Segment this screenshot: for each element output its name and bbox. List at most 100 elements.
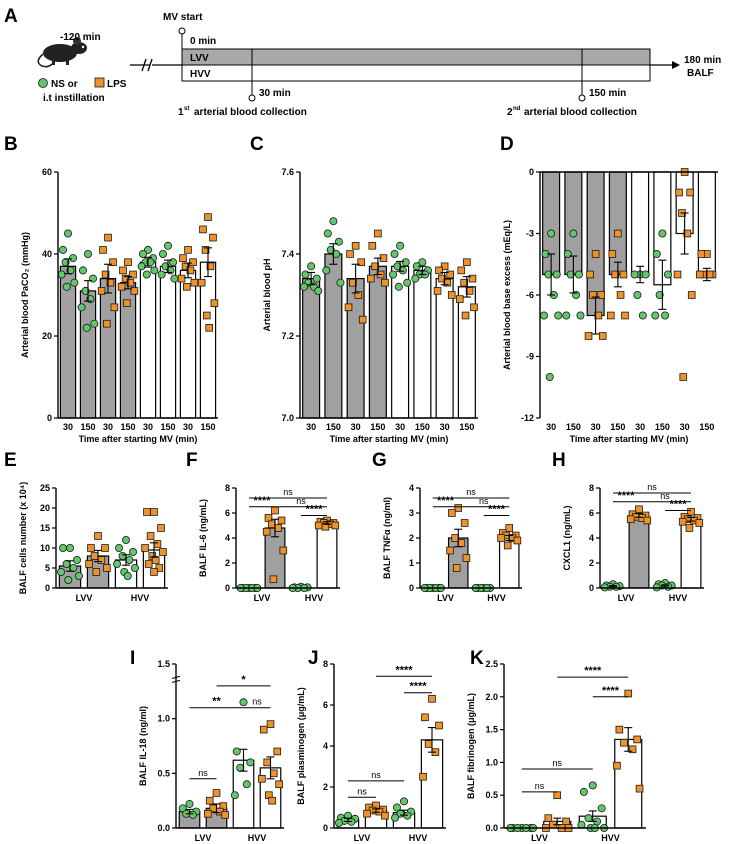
- point-lps: [695, 519, 704, 527]
- bar-b-5: [159, 265, 177, 419]
- point-ns: [390, 249, 399, 258]
- point-ns: [392, 803, 401, 812]
- x-group-label: LVV: [437, 593, 454, 603]
- point-ns: [323, 229, 332, 238]
- point-lps: [155, 564, 164, 572]
- x-tick-label: 150: [326, 422, 341, 432]
- point-ns: [633, 290, 642, 299]
- y-tick-label: 7.2: [281, 331, 294, 341]
- point-ns: [64, 229, 73, 238]
- axis-break-mark-1: [141, 58, 147, 72]
- x-tick-label: 30: [546, 422, 556, 432]
- y-tick-label: 0: [409, 583, 414, 593]
- point-lps: [205, 796, 214, 805]
- y-tick-label: 7.6: [281, 167, 294, 177]
- point-lps: [687, 291, 696, 299]
- timeline-panel: A -120 min NS or LPS i.t instillation LV…: [4, 6, 721, 118]
- point-lps: [124, 258, 132, 266]
- legend-lps-marker: [94, 77, 105, 88]
- point-lps: [620, 738, 628, 747]
- point-lps: [562, 817, 570, 826]
- point-lps: [144, 560, 153, 568]
- point-lps: [266, 720, 275, 728]
- point-lps: [635, 784, 644, 793]
- point-lps: [264, 514, 273, 522]
- point-lps: [210, 299, 219, 307]
- significance-label: ns: [283, 487, 293, 497]
- first-collection-num: 1: [178, 107, 184, 118]
- point-lps: [146, 532, 155, 540]
- point-ns: [62, 282, 71, 291]
- point-lps: [705, 270, 714, 279]
- point-lps: [97, 287, 106, 295]
- legend-lps-text: LPS: [107, 79, 127, 90]
- x-tick-label: 150: [80, 422, 95, 432]
- point-ns: [658, 229, 667, 238]
- point-lps: [153, 540, 162, 548]
- y-tick-label: 0: [45, 583, 50, 593]
- point-lps: [197, 278, 206, 287]
- significance-label: **: [212, 696, 221, 708]
- lvv-label: LVV: [190, 53, 209, 64]
- x-tick-label: 150: [655, 422, 670, 432]
- hvv-label: HVV: [190, 69, 211, 80]
- point-ns: [158, 249, 167, 258]
- point-ns: [655, 290, 664, 299]
- y-tick-label: 0: [225, 583, 230, 593]
- point-lps: [606, 311, 615, 320]
- x-tick-label: 30: [591, 422, 601, 432]
- point-lps: [446, 546, 454, 555]
- panel-label-d: D: [500, 134, 514, 155]
- point-lps: [101, 270, 110, 279]
- point-ns: [246, 758, 255, 767]
- x-tick-label: 30: [680, 422, 690, 432]
- y-tick-label: 15: [40, 523, 50, 533]
- y-tick-label: 1: [409, 558, 414, 568]
- point-lps: [447, 291, 456, 299]
- point-lps: [503, 541, 512, 550]
- point-ns: [579, 787, 588, 796]
- significance-label: ns: [660, 491, 670, 501]
- x-tick-label: 30: [143, 422, 153, 432]
- point-ns: [232, 747, 241, 756]
- point-lps: [104, 233, 112, 242]
- point-lps: [269, 769, 278, 778]
- point-ns: [130, 564, 139, 573]
- point-ns: [566, 270, 575, 279]
- point-lps: [206, 262, 215, 271]
- point-lps: [621, 311, 629, 320]
- point-lps: [513, 536, 522, 545]
- y-tick-label: 4: [323, 741, 328, 751]
- x-group-label: LVV: [195, 833, 212, 843]
- first-collection-sup: st: [184, 106, 189, 112]
- point-lps: [462, 554, 471, 562]
- x-tick-label: 150: [566, 422, 581, 432]
- y-tick-label: 0.0: [157, 823, 170, 833]
- point-lps: [101, 544, 109, 552]
- point-ns: [64, 576, 73, 585]
- y-tick-label: -3: [526, 229, 534, 239]
- mv-start-label: MV start: [163, 12, 203, 23]
- point-lps: [687, 507, 695, 516]
- significance-label: ns: [252, 697, 262, 707]
- point-ns: [239, 698, 248, 707]
- point-ns: [137, 262, 146, 271]
- point-lps: [455, 295, 464, 303]
- point-lps: [314, 521, 323, 530]
- point-ns: [314, 286, 323, 295]
- chart-j: J 0 2 4 6 8 LVV HVV BALF plasminogen (μg/mL) ****…: [296, 648, 446, 843]
- point-lps: [608, 250, 617, 258]
- point-lps: [209, 233, 217, 242]
- y-tick-label: 1.0: [485, 757, 498, 767]
- point-ns: [664, 582, 673, 591]
- point-ns: [393, 262, 402, 271]
- point-ns: [403, 278, 412, 287]
- point-lps: [277, 516, 286, 525]
- point-lps: [685, 524, 694, 532]
- second-collection-num: 2: [507, 107, 513, 118]
- point-lps: [150, 508, 158, 516]
- point-lps: [366, 274, 375, 283]
- x-group-label: HVV: [131, 593, 150, 603]
